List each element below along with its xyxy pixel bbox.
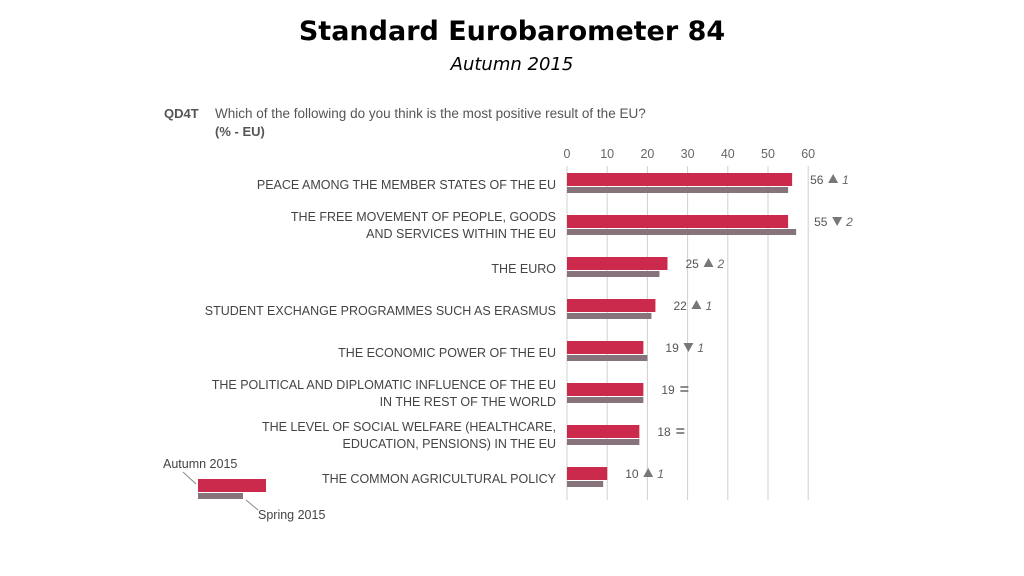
question-unit: (% - EU) xyxy=(215,124,265,139)
triangle-down-icon xyxy=(683,343,694,352)
bar-spring-2015 xyxy=(567,481,604,487)
triangle-up-icon xyxy=(643,468,654,477)
data-label: 25 xyxy=(686,257,700,271)
triangle-up-icon xyxy=(691,300,702,309)
data-label: 55 xyxy=(814,215,828,229)
triangle-down-icon xyxy=(832,217,843,226)
question-code: QD4T xyxy=(164,106,199,121)
x-tick-label: 30 xyxy=(681,147,695,161)
bar-autumn-2015 xyxy=(567,257,668,270)
data-label: 19 xyxy=(665,341,679,355)
x-tick-label: 10 xyxy=(600,147,614,161)
change-label: 1 xyxy=(842,173,849,187)
bar-spring-2015 xyxy=(567,229,797,235)
category-label: THE EURO xyxy=(491,262,556,276)
change-label: 1 xyxy=(705,299,712,313)
data-label: 56 xyxy=(810,173,824,187)
x-tick-label: 40 xyxy=(721,147,735,161)
bar-autumn-2015 xyxy=(567,341,644,354)
category-label: THE FREE MOVEMENT OF PEOPLE, GOODS xyxy=(291,210,556,224)
change-label: 2 xyxy=(717,257,725,271)
category-label: AND SERVICES WITHIN THE EU xyxy=(366,227,556,241)
category-label: THE COMMON AGRICULTURAL POLICY xyxy=(322,472,557,486)
legend-leader xyxy=(245,499,259,511)
bar-autumn-2015 xyxy=(567,215,789,228)
change-label: 2 xyxy=(845,215,853,229)
bar-spring-2015 xyxy=(567,397,644,403)
category-label: THE ECONOMIC POWER OF THE EU xyxy=(338,346,556,360)
bar-autumn-2015 xyxy=(567,467,608,480)
bar-spring-2015 xyxy=(567,271,660,277)
legend-label-spring: Spring 2015 xyxy=(258,508,325,522)
bar-spring-2015 xyxy=(567,439,640,445)
category-label: THE POLITICAL AND DIPLOMATIC INFLUENCE O… xyxy=(212,378,556,392)
question-text: Which of the following do you think is t… xyxy=(215,106,646,121)
x-tick-label: 20 xyxy=(640,147,654,161)
data-label: 22 xyxy=(673,299,687,313)
triangle-up-icon xyxy=(703,258,714,267)
category-label: STUDENT EXCHANGE PROGRAMMES SUCH AS ERAS… xyxy=(205,304,556,318)
bar-autumn-2015 xyxy=(567,425,640,438)
page-subtitle: Autumn 2015 xyxy=(450,54,574,75)
legend-label-autumn: Autumn 2015 xyxy=(163,457,237,471)
bar-autumn-2015 xyxy=(567,173,793,186)
category-label: THE LEVEL OF SOCIAL WELFARE (HEALTHCARE, xyxy=(262,420,556,434)
category-label: EDUCATION, PENSIONS) IN THE EU xyxy=(343,437,556,451)
data-label: 18 xyxy=(657,425,671,439)
data-label: 10 xyxy=(625,467,639,481)
change-label: 1 xyxy=(657,467,664,481)
x-tick-label: 60 xyxy=(801,147,815,161)
bar-autumn-2015 xyxy=(567,383,644,396)
legend-swatch-spring xyxy=(198,493,243,499)
bar-spring-2015 xyxy=(567,313,652,319)
triangle-up-icon xyxy=(828,174,839,183)
category-label: PEACE AMONG THE MEMBER STATES OF THE EU xyxy=(257,178,556,192)
x-tick-label: 0 xyxy=(564,147,571,161)
category-label: IN THE REST OF THE WORLD xyxy=(380,395,556,409)
bar-spring-2015 xyxy=(567,187,789,193)
change-label: 1 xyxy=(697,341,704,355)
page-title: Standard Eurobarometer 84 xyxy=(298,16,726,47)
data-label: 19 xyxy=(661,383,675,397)
x-tick-label: 50 xyxy=(761,147,775,161)
bar-autumn-2015 xyxy=(567,299,656,312)
legend-leader xyxy=(182,471,197,485)
legend-swatch-autumn xyxy=(198,479,266,492)
bar-spring-2015 xyxy=(567,355,648,361)
